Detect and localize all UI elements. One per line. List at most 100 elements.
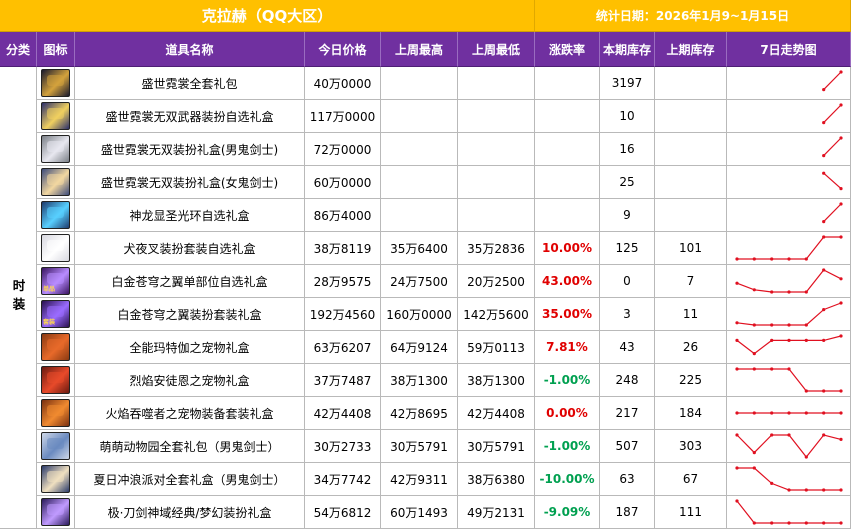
trend-line [736, 302, 842, 326]
item-name: 盛世霓裳无双装扮礼盒(男鬼剑士) [75, 133, 305, 166]
today-price: 28万9575 [305, 265, 381, 298]
trend-cell [727, 331, 851, 364]
change-rate: -10.00% [535, 463, 600, 496]
change-rate: 7.81% [535, 331, 600, 364]
trend-sparkline [735, 433, 843, 459]
trend-point [787, 338, 791, 342]
icon-cell [37, 463, 75, 496]
chest-icon [41, 69, 70, 97]
today-price: 34万7742 [305, 463, 381, 496]
last-week-low: 35万2836 [458, 232, 535, 265]
last-week-high: 160万0000 [381, 298, 458, 331]
trend-point [804, 488, 808, 492]
icon-highlight [47, 108, 64, 119]
trend-cell [727, 133, 851, 166]
current-stock: 3197 [600, 67, 655, 100]
current-stock: 3 [600, 298, 655, 331]
current-stock: 9 [600, 199, 655, 232]
current-stock: 507 [600, 430, 655, 463]
trend-line [823, 137, 842, 157]
current-stock: 16 [600, 133, 655, 166]
trend-sparkline [735, 334, 843, 356]
trend-point [770, 433, 774, 437]
trend-point [839, 103, 843, 107]
change-rate [535, 100, 600, 133]
last-week-high: 24万7500 [381, 265, 458, 298]
last-week-high: 42万9311 [381, 463, 458, 496]
trend-point [752, 466, 756, 470]
trend-point [822, 411, 826, 415]
trend-point [839, 334, 843, 338]
trend-point [822, 308, 826, 312]
trend-point [735, 466, 739, 470]
today-price: 38万8119 [305, 232, 381, 265]
change-rate: 35.00% [535, 298, 600, 331]
icon-highlight [47, 405, 64, 416]
trend-point [839, 521, 843, 525]
previous-stock [655, 133, 727, 166]
current-stock: 0 [600, 265, 655, 298]
trend-point [839, 437, 843, 441]
icon-cell [37, 430, 75, 463]
last-week-high: 35万6400 [381, 232, 458, 265]
header-icon: 图标 [37, 32, 75, 67]
item-name: 火焰吞噬者之宠物装备套装礼盒 [75, 397, 305, 430]
trend-point [770, 411, 774, 415]
trend-point [822, 521, 826, 525]
trend-point [735, 433, 739, 437]
last-week-high: 60万1493 [381, 496, 458, 529]
trend-cell [727, 199, 851, 232]
trend-point [787, 367, 791, 371]
trend-point [822, 268, 826, 272]
trend-sparkline [822, 103, 843, 125]
header-previous-stock: 上期库存 [655, 32, 727, 67]
trend-point [787, 411, 791, 415]
last-week-high [381, 166, 458, 199]
header-trend-chart: 7日走势图 [727, 32, 851, 67]
item-name: 萌萌动物园全套礼包（男鬼剑士） [75, 430, 305, 463]
previous-stock [655, 100, 727, 133]
today-price: 63万6207 [305, 331, 381, 364]
today-price: 86万4000 [305, 199, 381, 232]
previous-stock: 184 [655, 397, 727, 430]
trend-point [787, 488, 791, 492]
trend-point [839, 301, 843, 305]
trend-sparkline [735, 301, 843, 327]
icon-cell [37, 100, 75, 133]
trend-point [770, 338, 774, 342]
change-rate: 0.00% [535, 397, 600, 430]
current-stock: 125 [600, 232, 655, 265]
previous-stock: 225 [655, 364, 727, 397]
item-name: 犬夜叉装扮套装自选礼盒 [75, 232, 305, 265]
last-week-high [381, 199, 458, 232]
last-week-high: 30万5791 [381, 430, 458, 463]
trend-point [839, 202, 843, 206]
stat-date: 统计日期：2026年1月9~1月15日 [535, 0, 851, 32]
item-name: 烈焰安徒恩之宠物礼盒 [75, 364, 305, 397]
pet-box-icon [41, 333, 70, 361]
current-stock: 187 [600, 496, 655, 529]
item-name: 神龙显圣光环自选礼盒 [75, 199, 305, 232]
trend-line [736, 500, 841, 524]
previous-stock: 101 [655, 232, 727, 265]
female-slayer-avatar-icon [41, 168, 70, 196]
change-rate [535, 133, 600, 166]
trend-point [839, 136, 843, 140]
flame-equip-box-icon [41, 399, 70, 427]
last-week-high [381, 100, 458, 133]
trend-line [736, 269, 842, 293]
trend-point [735, 499, 739, 503]
last-week-low: 59万0113 [458, 331, 535, 364]
trend-point [839, 488, 843, 492]
trend-point [804, 290, 808, 294]
icon-cell [37, 496, 75, 529]
header-current-stock: 本期库存 [600, 32, 655, 67]
trend-point [787, 433, 791, 437]
trend-line [737, 467, 841, 491]
trend-point [804, 521, 808, 525]
last-week-low: 38万6380 [458, 463, 535, 496]
change-rate [535, 166, 600, 199]
trend-sparkline [735, 466, 843, 492]
icon-highlight [47, 438, 64, 449]
today-price: 60万0000 [305, 166, 381, 199]
